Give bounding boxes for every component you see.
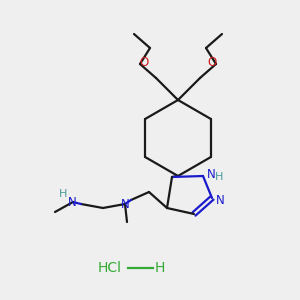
- Text: HCl: HCl: [98, 261, 122, 275]
- Text: N: N: [68, 196, 76, 208]
- Text: N: N: [207, 169, 215, 182]
- Text: N: N: [216, 194, 224, 206]
- Text: H: H: [155, 261, 165, 275]
- Text: O: O: [207, 56, 217, 70]
- Text: H: H: [59, 189, 67, 199]
- Text: O: O: [140, 56, 148, 70]
- Text: H: H: [215, 172, 223, 182]
- Text: N: N: [121, 199, 129, 212]
